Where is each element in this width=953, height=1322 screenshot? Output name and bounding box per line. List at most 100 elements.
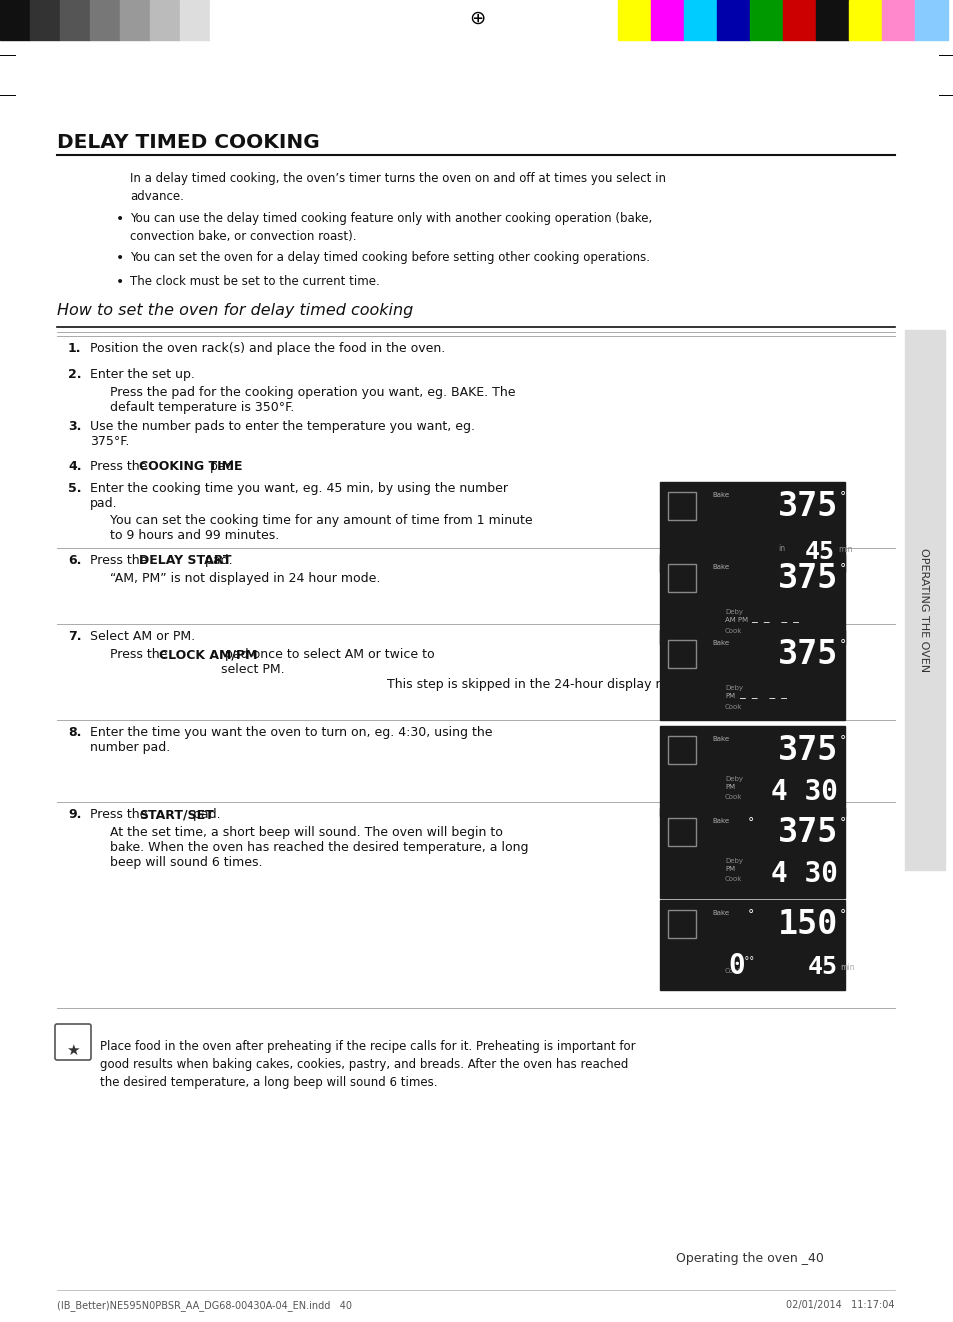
Text: pad.: pad. — [206, 460, 237, 473]
Text: pad once to select AM or twice to
select PM.: pad once to select AM or twice to select… — [220, 648, 434, 676]
Text: 5.: 5. — [68, 483, 81, 494]
Text: AM PM: AM PM — [724, 617, 747, 623]
Bar — [904, 330, 944, 870]
Text: 375: 375 — [777, 639, 837, 672]
Text: pad.: pad. — [190, 808, 221, 821]
Text: °: ° — [840, 816, 845, 829]
Text: Deby: Deby — [724, 685, 742, 691]
Text: Press the pad for the cooking operation you want, eg. BAKE. The
default temperat: Press the pad for the cooking operation … — [110, 386, 515, 414]
Text: This step is skipped in the 24-hour display mode.: This step is skipped in the 24-hour disp… — [387, 648, 695, 691]
Bar — [683, 0, 717, 40]
Text: CLOCK AM/PM: CLOCK AM/PM — [159, 648, 257, 661]
Bar — [150, 0, 180, 40]
Text: °: ° — [840, 639, 845, 650]
Text: Bake: Bake — [711, 492, 728, 498]
Bar — [848, 0, 882, 40]
Text: Deby: Deby — [724, 776, 742, 783]
Bar — [659, 483, 844, 572]
Text: You can set the cooking time for any amount of time from 1 minute
to 9 hours and: You can set the cooking time for any amo… — [110, 514, 532, 542]
Text: ★: ★ — [66, 1043, 80, 1058]
Bar — [210, 0, 240, 40]
Text: The clock must be set to the current time.: The clock must be set to the current tim… — [130, 275, 379, 288]
Text: 02/01/2014   11:17:04: 02/01/2014 11:17:04 — [785, 1300, 894, 1310]
Text: Operating the oven _40: Operating the oven _40 — [676, 1252, 823, 1265]
Text: 45: 45 — [807, 954, 837, 980]
Text: PM: PM — [724, 693, 735, 699]
Text: ⊕: ⊕ — [468, 8, 485, 28]
Text: Enter the cooking time you want, eg. 45 min, by using the number
pad.: Enter the cooking time you want, eg. 45 … — [90, 483, 507, 510]
Text: 375: 375 — [777, 734, 837, 767]
Bar — [667, 910, 696, 939]
Text: 2.: 2. — [68, 368, 81, 381]
Bar — [90, 0, 120, 40]
Text: 3.: 3. — [68, 420, 81, 434]
Text: 8.: 8. — [68, 726, 81, 739]
Text: 4.: 4. — [68, 460, 81, 473]
Text: DELAY TIMED COOKING: DELAY TIMED COOKING — [57, 134, 319, 152]
Text: Enter the set up.: Enter the set up. — [90, 368, 194, 381]
Text: •: • — [116, 212, 124, 226]
Text: min: min — [840, 962, 854, 972]
Text: Deby: Deby — [724, 609, 742, 615]
Text: Select AM or PM.: Select AM or PM. — [90, 631, 195, 642]
Text: 375: 375 — [777, 562, 837, 595]
Bar — [180, 0, 210, 40]
Text: 375: 375 — [777, 816, 837, 849]
Bar — [914, 0, 947, 40]
Text: Bake: Bake — [711, 818, 728, 824]
Text: Bake: Bake — [711, 564, 728, 570]
Text: pad.: pad. — [200, 554, 232, 567]
Bar — [749, 0, 782, 40]
Bar — [659, 631, 844, 720]
Text: Press the: Press the — [90, 554, 152, 567]
Bar — [815, 0, 848, 40]
Text: Bake: Bake — [711, 910, 728, 916]
Text: — —  — —: — — — — — [751, 617, 799, 627]
Text: °: ° — [747, 816, 754, 829]
Text: 375: 375 — [777, 490, 837, 524]
Text: °: ° — [840, 562, 845, 575]
Text: Bake: Bake — [711, 640, 728, 646]
Text: 9.: 9. — [68, 808, 81, 821]
Text: °°: °° — [743, 956, 755, 966]
Text: •: • — [116, 251, 124, 264]
Text: Cook: Cook — [724, 876, 741, 882]
Bar — [659, 808, 844, 898]
Text: Cook: Cook — [724, 795, 741, 800]
Text: COOKING TIME: COOKING TIME — [139, 460, 242, 473]
Bar — [60, 0, 90, 40]
Text: DELAY START: DELAY START — [139, 554, 232, 567]
Text: 4 30: 4 30 — [770, 779, 837, 806]
Bar — [659, 726, 844, 816]
Text: You can use the delay timed cooking feature only with another cooking operation : You can use the delay timed cooking feat… — [130, 212, 652, 243]
Text: 0: 0 — [727, 952, 744, 980]
Text: How to set the oven for delay timed cooking: How to set the oven for delay timed cook… — [57, 303, 413, 319]
Text: •: • — [116, 275, 124, 290]
Text: Press the: Press the — [110, 648, 172, 661]
Text: min: min — [837, 545, 852, 554]
Text: in: in — [778, 543, 784, 553]
Bar — [667, 564, 696, 592]
Text: 4 30: 4 30 — [770, 861, 837, 888]
Text: °: ° — [840, 734, 845, 747]
Text: START/SET: START/SET — [139, 808, 213, 821]
Text: PM: PM — [724, 784, 735, 791]
Bar — [659, 554, 844, 644]
Text: °: ° — [840, 490, 845, 502]
Text: At the set time, a short beep will sound. The oven will begin to
bake. When the : At the set time, a short beep will sound… — [110, 826, 528, 869]
Text: Press the: Press the — [90, 808, 152, 821]
Text: 1.: 1. — [68, 342, 81, 356]
Bar — [667, 640, 696, 668]
Bar — [120, 0, 150, 40]
Bar — [667, 818, 696, 846]
Text: Cook: Cook — [724, 968, 741, 974]
Bar — [0, 0, 30, 40]
Bar — [882, 0, 914, 40]
Bar — [650, 0, 683, 40]
Text: You can set the oven for a delay timed cooking before setting other cooking oper: You can set the oven for a delay timed c… — [130, 251, 649, 264]
Bar — [667, 736, 696, 764]
Text: In a delay timed cooking, the oven’s timer turns the oven on and off at times yo: In a delay timed cooking, the oven’s tim… — [130, 172, 665, 204]
Text: 150: 150 — [777, 908, 837, 941]
FancyBboxPatch shape — [55, 1025, 91, 1060]
Text: Bake: Bake — [711, 736, 728, 742]
